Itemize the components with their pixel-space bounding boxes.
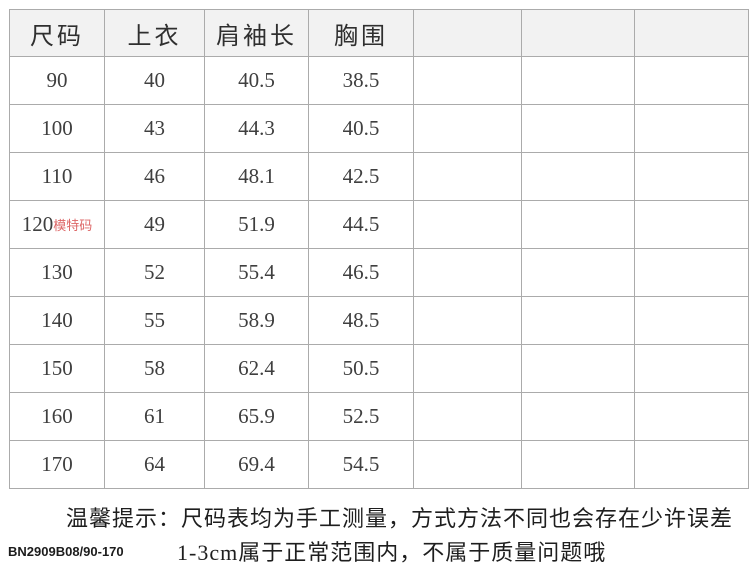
empty-cell: [413, 56, 522, 105]
empty-cell: [521, 200, 635, 249]
empty-cell: [521, 104, 635, 153]
top-cell: 61: [104, 392, 205, 441]
empty-cell: [413, 440, 522, 489]
table-row-100: 100 43 44.3 40.5: [9, 104, 749, 153]
size-cell: 110: [9, 152, 105, 201]
empty-cell: [634, 56, 749, 105]
chest-cell: 52.5: [308, 392, 414, 441]
notice-line-2: 1-3cm属于正常范围内，不属于质量问题哦: [177, 540, 607, 565]
empty-cell: [634, 392, 749, 441]
empty-cell: [521, 152, 635, 201]
empty-cell: [413, 296, 522, 345]
shoulder-sleeve-cell: 58.9: [204, 296, 309, 345]
empty-cell: [521, 392, 635, 441]
shoulder-sleeve-cell: 40.5: [204, 56, 309, 105]
table-row-140: 140 55 58.9 48.5: [9, 296, 749, 345]
size-cell: 140: [9, 296, 105, 345]
empty-cell: [634, 440, 749, 489]
shoulder-sleeve-cell: 62.4: [204, 344, 309, 393]
chest-cell: 48.5: [308, 296, 414, 345]
shoulder-sleeve-cell: 69.4: [204, 440, 309, 489]
chest-cell: 38.5: [308, 56, 414, 105]
empty-cell: [634, 200, 749, 249]
empty-cell: [413, 104, 522, 153]
empty-cell: [521, 248, 635, 297]
measurement-notice: 温馨提示：尺码表均为手工测量，方式方法不同也会存在少许误差 1-3cm属于正常范…: [66, 502, 733, 570]
top-cell: 55: [104, 296, 205, 345]
empty-cell: [413, 392, 522, 441]
empty-cell: [413, 152, 522, 201]
size-value: 120: [21, 212, 54, 236]
chest-cell: 42.5: [308, 152, 414, 201]
size-cell: 130: [9, 248, 105, 297]
table-row-170: 170 64 69.4 54.5: [9, 440, 749, 489]
size-cell: 150: [9, 344, 105, 393]
empty-cell: [413, 200, 522, 249]
size-cell: 170: [9, 440, 105, 489]
header-chest: 胸围: [308, 9, 414, 57]
top-cell: 49: [104, 200, 205, 249]
shoulder-sleeve-cell: 44.3: [204, 104, 309, 153]
chest-cell: 54.5: [308, 440, 414, 489]
size-cell: 120模特码: [9, 200, 105, 249]
product-code-watermark: BN2909B08/90-170: [8, 544, 124, 559]
empty-cell: [521, 440, 635, 489]
empty-cell: [521, 296, 635, 345]
size-cell: 90: [9, 56, 105, 105]
size-cell: 160: [9, 392, 105, 441]
size-cell: 100: [9, 104, 105, 153]
empty-cell: [634, 152, 749, 201]
empty-cell: [634, 344, 749, 393]
shoulder-sleeve-cell: 51.9: [204, 200, 309, 249]
top-cell: 43: [104, 104, 205, 153]
size-chart-table: 尺码 上衣 肩袖长 胸围 90 40 40.5 38.5 100 43 44.3…: [9, 9, 749, 489]
header-empty-1: [413, 9, 522, 57]
shoulder-sleeve-cell: 48.1: [204, 152, 309, 201]
table-row-90: 90 40 40.5 38.5: [9, 56, 749, 105]
top-cell: 46: [104, 152, 205, 201]
header-size: 尺码: [9, 9, 105, 57]
top-cell: 64: [104, 440, 205, 489]
empty-cell: [634, 248, 749, 297]
model-size-tag: 模特码: [53, 218, 93, 233]
header-shoulder-sleeve: 肩袖长: [204, 9, 309, 57]
chest-cell: 46.5: [308, 248, 414, 297]
notice-line-1: 温馨提示：尺码表均为手工测量，方式方法不同也会存在少许误差: [66, 506, 734, 531]
empty-cell: [413, 248, 522, 297]
empty-cell: [413, 344, 522, 393]
chest-cell: 44.5: [308, 200, 414, 249]
header-top: 上衣: [104, 9, 205, 57]
header-row: 尺码 上衣 肩袖长 胸围: [9, 9, 749, 57]
shoulder-sleeve-cell: 65.9: [204, 392, 309, 441]
shoulder-sleeve-cell: 55.4: [204, 248, 309, 297]
empty-cell: [521, 56, 635, 105]
empty-cell: [521, 344, 635, 393]
top-cell: 58: [104, 344, 205, 393]
header-empty-2: [521, 9, 635, 57]
table-row-120: 120模特码 49 51.9 44.5: [9, 200, 749, 249]
empty-cell: [634, 104, 749, 153]
top-cell: 40: [104, 56, 205, 105]
table-row-150: 150 58 62.4 50.5: [9, 344, 749, 393]
table-row-110: 110 46 48.1 42.5: [9, 152, 749, 201]
table-row-160: 160 61 65.9 52.5: [9, 392, 749, 441]
top-cell: 52: [104, 248, 205, 297]
header-empty-3: [634, 9, 749, 57]
chest-cell: 40.5: [308, 104, 414, 153]
table-row-130: 130 52 55.4 46.5: [9, 248, 749, 297]
empty-cell: [634, 296, 749, 345]
chest-cell: 50.5: [308, 344, 414, 393]
